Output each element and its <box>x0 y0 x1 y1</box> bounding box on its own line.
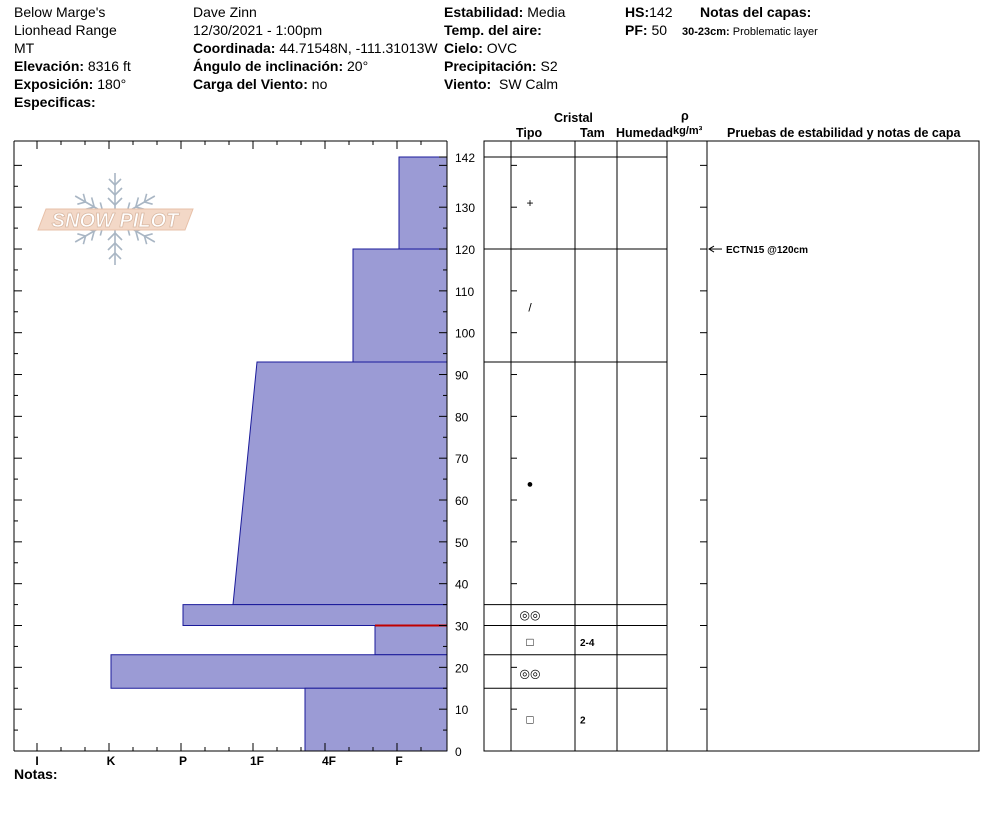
coord-label: Coordinada: <box>193 40 276 56</box>
depth-tick-label: 0 <box>455 745 462 759</box>
notes-label: Notas: <box>14 766 58 782</box>
coord-value: 44.71548N, -111.31013W <box>279 40 438 56</box>
hardness-layer <box>110 654 448 689</box>
crystal-symbol: □ <box>526 635 533 649</box>
sky-label: Cielo: <box>444 40 483 56</box>
precip-value: S2 <box>540 58 558 74</box>
hardness-tick-label: F <box>395 754 402 768</box>
sky: Cielo: OVC <box>444 40 517 56</box>
depth-tick-label: 80 <box>455 410 469 424</box>
crystal-symbol: + <box>526 196 533 210</box>
sky-value: OVC <box>486 40 518 56</box>
wind-label: Viento: <box>444 76 492 92</box>
wind-load-label: Carga del Viento: <box>193 76 308 92</box>
elevation: Elevación: 8316 ft <box>14 58 131 74</box>
observer-name: Dave Zinn <box>193 4 257 20</box>
crystal-header: Cristal <box>554 111 593 125</box>
logo-banner <box>37 208 194 231</box>
depth-tick-label: 20 <box>455 661 469 675</box>
wind-value: SW Calm <box>498 76 559 92</box>
hardness-layer <box>352 248 448 363</box>
hardness-tick-label: 1F <box>250 754 264 768</box>
depth-tick-label: 90 <box>455 369 469 383</box>
slope-angle: Ángulo de inclinación: 20° <box>193 58 368 74</box>
density-unit-header: kg/m³ <box>673 125 703 137</box>
hardness-layer <box>304 687 448 752</box>
crystal-size: 2-4 <box>580 638 595 649</box>
depth-tick-label: 60 <box>455 494 469 508</box>
pf-label: PF: <box>625 22 648 38</box>
hardness-tick-label: I <box>35 754 38 768</box>
rho-header: ρ <box>681 109 689 123</box>
hardness-layer <box>232 361 448 606</box>
crystal-symbol: ◎◎ <box>520 608 541 622</box>
slope-label: Ángulo de inclinación: <box>193 58 344 74</box>
depth-tick-label: 30 <box>455 620 469 634</box>
pf-value: 50 <box>651 22 668 38</box>
air-temp-label: Temp. del aire: <box>444 22 542 38</box>
crystal-size: 2 <box>580 716 586 727</box>
stability-test-arrowhead <box>708 245 715 253</box>
precip-label: Precipitación: <box>444 58 537 74</box>
depth-tick-label: 50 <box>455 536 469 550</box>
range-name: Lionhead Range <box>14 22 117 38</box>
hs-value: 142 <box>649 4 673 20</box>
depth-tick-label: 10 <box>455 703 469 717</box>
layer-note: 30-23cm: Problematic layer <box>682 24 818 40</box>
depth-tick-label: 40 <box>455 578 469 592</box>
wind-load-value: no <box>311 76 328 92</box>
moisture-header: Humedad <box>616 126 673 140</box>
stability-notes-header: Pruebas de estabilidad y notas de capa <box>727 126 961 140</box>
hardness-layer <box>182 604 448 627</box>
depth-tick-label: 100 <box>455 327 475 341</box>
wind-load: Carga del Viento: no <box>193 76 327 92</box>
type-header: Tipo <box>516 126 543 140</box>
hardness-layer <box>398 156 448 250</box>
coordinates: Coordinada: 44.71548N, -111.31013W <box>193 40 438 56</box>
exposure: Exposición: 180° <box>14 76 126 92</box>
location-name: Below Marge's <box>14 4 106 20</box>
hs: HS:142 <box>625 4 672 20</box>
observation-datetime: 12/30/2021 - 1:00pm <box>193 22 323 38</box>
layer-note-range: 30-23cm: <box>682 26 730 38</box>
depth-tick-label: 120 <box>455 243 475 257</box>
hardness-tick-label: K <box>107 754 116 768</box>
elevation-label: Elevación: <box>14 58 85 74</box>
stability-test-label: ECTN15 @120cm <box>726 245 808 256</box>
layer-note-text: Problematic layer <box>732 26 818 38</box>
depth-tick-label: 70 <box>455 452 469 466</box>
slope-value: 20° <box>347 58 369 74</box>
layer-notes-label: Notas del capas: <box>700 4 812 20</box>
crystal-symbol: / <box>528 301 532 315</box>
exposure-value: 180° <box>97 76 127 92</box>
hardness-layer <box>374 625 448 656</box>
wind: Viento: SW Calm <box>444 76 558 92</box>
layer-table-frame <box>483 140 980 752</box>
hs-label: HS: <box>625 4 650 20</box>
depth-tick-label: 110 <box>455 285 474 299</box>
depth-tick-label: 130 <box>455 201 475 215</box>
depth-tick-label: 142 <box>455 151 475 165</box>
logo-text: SNOW PILOT <box>52 210 180 232</box>
elevation-value: 8316 ft <box>87 58 131 74</box>
specifics-label: Especificas: <box>14 94 96 110</box>
stability-label: Estabilidad: <box>444 4 524 20</box>
exposure-label: Exposición: <box>14 76 94 92</box>
crystal-symbol: ◎◎ <box>520 667 541 681</box>
hardness-tick-label: P <box>179 754 187 768</box>
stability-value: Media <box>527 4 566 20</box>
crystal-symbol: ● <box>527 478 534 490</box>
stability: Estabilidad: Media <box>444 4 565 20</box>
hardness-tick-label: 4F <box>322 754 336 768</box>
pf: PF: 50 <box>625 22 667 38</box>
size-header: Tam <box>580 126 605 140</box>
crystal-symbol: □ <box>526 713 533 727</box>
precipitation: Precipitación: S2 <box>444 58 558 74</box>
state-name: MT <box>14 40 35 56</box>
